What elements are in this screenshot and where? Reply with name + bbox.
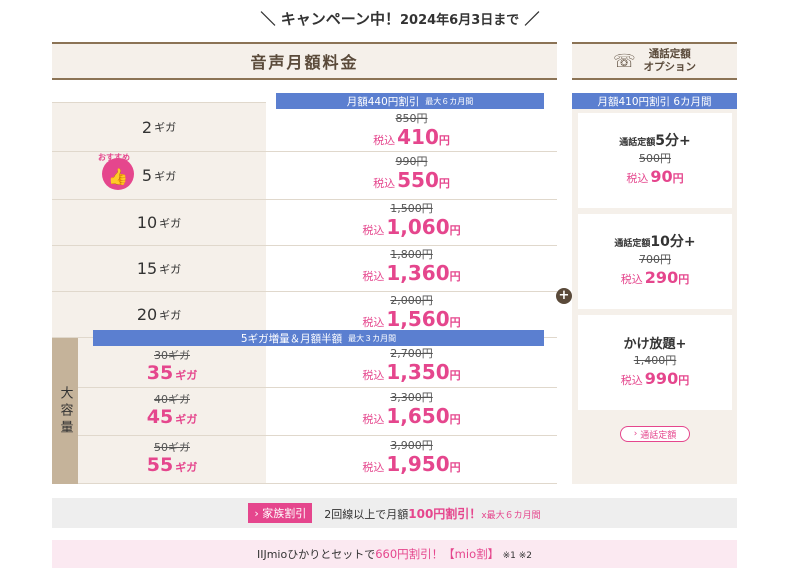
new-price: 税込 1,650円 <box>362 404 461 428</box>
new-gb: 35 ギガ <box>146 361 198 384</box>
family-discount-row: › 家族割引 2回線以上で月額100円割引！x最大６カ月間 <box>52 498 737 528</box>
new-price: 税込 1,350円 <box>362 360 461 384</box>
mio-discount-text: IIJmioひかりとセットで660円割引！【mio割】 ※1 ※2 <box>256 547 533 561</box>
old-price: 850円 <box>395 112 428 125</box>
plan-price-cell: 850円 税込 410円 <box>266 102 557 152</box>
discount-note: 最大６カ月間 <box>425 96 474 106</box>
large-row-35: 30ギガ 35 ギガ 2,700円 税込 1,350円 <box>78 338 557 388</box>
old-price: 500円 <box>639 152 671 165</box>
old-gb: 30ギガ <box>154 348 190 362</box>
new-price: 税込 90円 <box>626 167 684 186</box>
recommend-label: おすすめ <box>98 153 130 162</box>
old-gb: 50ギガ <box>154 440 190 454</box>
plan-row-5: 👍 おすすめ 5 ギガ 990円 税込 550円 <box>52 152 557 200</box>
large-capacity-text: 大容量 <box>57 385 73 437</box>
call-option-banner: 月額410円割引 6カ月間 <box>572 93 737 109</box>
plan-gb-unit: ギガ <box>159 262 182 276</box>
family-discount-text: 2回線以上で月額100円割引！x最大６カ月間 <box>324 506 541 521</box>
old-price: 990円 <box>395 155 428 168</box>
plan-price-cell: 3,300円 税込 1,650円 <box>266 388 557 436</box>
call-option-card-5min: 通話定額5分+ 500円 税込 90円 <box>578 113 732 208</box>
old-price: 2,000円 <box>390 294 433 307</box>
voice-plan-header: 音声月額料金 <box>52 42 557 80</box>
plan-gb-cell: 15 ギガ <box>52 246 266 292</box>
recommend-badge: 👍 <box>102 158 134 190</box>
discount-banner: 月額440円割引 最大６カ月間 <box>276 93 544 109</box>
plan-gb-unit: ギガ <box>159 216 182 230</box>
chevron-right-icon: › <box>254 507 259 520</box>
plan-gb-unit: ギガ <box>154 169 177 183</box>
voice-plan-title: 音声月額料金 <box>250 53 359 72</box>
plan-gb-cell: 👍 おすすめ 5 ギガ <box>52 152 266 200</box>
plan-row-2: 2 ギガ 850円 税込 410円 <box>52 102 557 152</box>
plan-gb-unit: ギガ <box>159 308 182 322</box>
campaign-title: ＼ キャンペーン中！2024年6月3日まで ／ <box>0 8 800 29</box>
plan-price-cell: 1,500円 税込 1,060円 <box>266 200 557 246</box>
plan-gb: 5 <box>141 166 153 185</box>
plan-row-15: 15 ギガ 1,800円 税込 1,360円 <box>52 246 557 292</box>
mio-discount-row: IIJmioひかりとセットで660円割引！【mio割】 ※1 ※2 <box>52 540 737 568</box>
new-price: 税込 550円 <box>373 168 450 192</box>
plan-price-cell: 3,900円 税込 1,950円 <box>266 436 557 484</box>
new-price: 税込 990円 <box>620 368 690 388</box>
call-option-link-label: 通話定額 <box>640 430 677 441</box>
plan-gb-cell: 10 ギガ <box>52 200 266 246</box>
old-price: 1,800円 <box>390 248 433 261</box>
large-capacity-banner: 5ギガ増量＆月額半額 最大３カ月間 <box>93 330 544 346</box>
plan-gb-cell: 2 ギガ <box>52 102 266 152</box>
plan-gb: 20 <box>136 305 158 324</box>
plan-gb: 10 <box>136 213 158 232</box>
call-option-card-unlimited: かけ放題+ 1,400円 税込 990円 <box>578 315 732 410</box>
plan-table: 2 ギガ 850円 税込 410円 👍 おすすめ 5 ギガ 990円 税込 550円 1… <box>52 102 557 484</box>
campaign-heading: キャンペーン中！ <box>280 10 400 28</box>
plus-icon: + <box>556 288 572 304</box>
call-option-link-button[interactable]: › 通話定額 <box>620 426 690 442</box>
plan-gb: 2 <box>141 117 153 137</box>
new-price: 税込 290円 <box>620 268 690 287</box>
phone-icon: ☏ <box>612 50 636 72</box>
new-price: 税込 1,950円 <box>362 452 461 476</box>
old-price: 700円 <box>639 253 671 266</box>
discount-text: 月額440円割引 <box>346 95 420 108</box>
plan-price-cell: 2,700円 税込 1,350円 <box>266 338 557 388</box>
new-price: 税込 410円 <box>373 125 450 149</box>
plan-row-10: 10 ギガ 1,500円 税込 1,060円 <box>52 200 557 246</box>
large-gb-cell: 30ギガ 35 ギガ <box>78 338 266 388</box>
large-banner-text: 5ギガ増量＆月額半額 <box>240 332 343 345</box>
slash-right: ／ <box>524 10 540 28</box>
campaign-date: 2024年6月3日まで <box>399 13 520 28</box>
large-row-45: 40ギガ 45 ギガ 3,300円 税込 1,650円 <box>78 388 557 436</box>
call-option-card-10min: 通話定額10分+ 700円 税込 290円 <box>578 214 732 309</box>
plan-price-cell: 1,800円 税込 1,360円 <box>266 246 557 292</box>
large-gb-cell: 50ギガ 55 ギガ <box>78 436 266 484</box>
option-name: 通話定額5分+ <box>619 133 691 149</box>
family-discount-badge[interactable]: › 家族割引 <box>248 503 313 523</box>
old-price: 3,900円 <box>390 439 433 452</box>
plan-gb: 15 <box>136 259 158 278</box>
plan-price-cell: 990円 税込 550円 <box>266 152 557 200</box>
new-price: 税込 1,560円 <box>362 307 461 331</box>
slash-left: ＼ <box>260 10 276 28</box>
old-gb: 40ギガ <box>154 392 190 406</box>
old-price: 3,300円 <box>390 391 433 404</box>
new-gb: 55 ギガ <box>146 453 198 476</box>
new-price: 税込 1,060円 <box>362 215 461 239</box>
call-option-header: ☏ 通話定額 オプション <box>572 42 737 80</box>
plan-gb-unit: ギガ <box>154 121 177 134</box>
old-price: 2,700円 <box>390 347 433 360</box>
option-name: かけ放題+ <box>623 336 687 352</box>
new-gb: 45 ギガ <box>146 405 198 428</box>
old-price: 1,400円 <box>633 353 677 367</box>
call-option-title: 通話定額 オプション <box>643 48 697 73</box>
new-price: 税込 1,360円 <box>362 261 461 285</box>
chevron-right-icon: › <box>633 429 638 439</box>
large-banner-note: 最大３カ月間 <box>348 333 397 343</box>
large-gb-cell: 40ギガ 45 ギガ <box>78 388 266 436</box>
thumbs-up-icon: 👍 <box>108 166 128 186</box>
old-price: 1,500円 <box>390 202 433 215</box>
option-name: 通話定額10分+ <box>614 234 696 250</box>
large-row-55: 50ギガ 55 ギガ 3,900円 税込 1,950円 <box>78 436 557 484</box>
large-capacity-label: 大容量 <box>52 338 78 484</box>
